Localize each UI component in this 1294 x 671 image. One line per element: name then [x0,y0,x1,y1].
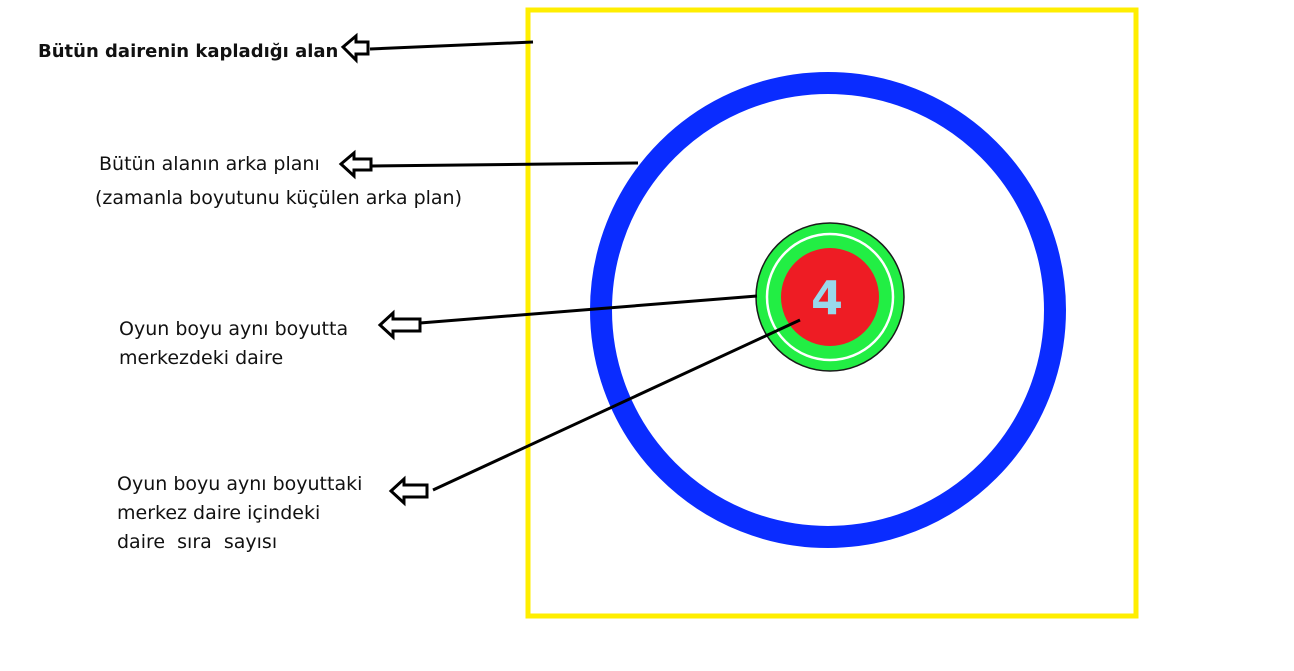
center-circle-inner [781,248,879,346]
arrow-icon [377,309,422,341]
center-order-number: 4 [811,271,843,325]
label-background-line2: (zamanla boyutunu küçülen arka plan) [95,187,463,209]
label-background-line1: Bütün alanın arka planı [99,153,320,175]
label-center-circle-line2: merkezdeki daire [119,347,284,369]
label-order-number-line3: daire sıra sayısı [117,531,278,553]
arrow-icon [388,475,429,507]
connector-line-center-circle [419,294,758,325]
label-whole-area: Bütün dairenin kapladığı alan [38,41,339,62]
connector-line-background [371,161,639,168]
connector-line-order-number [432,318,801,492]
label-center-circle-line1: Oyun boyu aynı boyutta [119,318,349,340]
center-circle-white-ring [765,232,895,362]
label-order-number-line2: merkez daire içindeki [117,502,321,524]
label-order-number-line1: Oyun boyu aynı boyuttaki [117,473,363,495]
arrow-icon [338,149,373,180]
arrow-icon [340,32,370,64]
connector-line-whole-area [369,40,534,51]
